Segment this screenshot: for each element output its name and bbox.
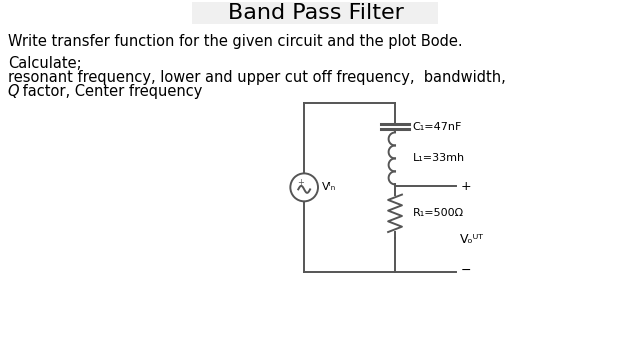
Text: L₁=33mh: L₁=33mh xyxy=(413,153,465,163)
Text: R₁=500Ω: R₁=500Ω xyxy=(413,208,464,218)
Text: Write transfer function for the given circuit and the plot Bode.: Write transfer function for the given ci… xyxy=(8,34,463,49)
FancyBboxPatch shape xyxy=(191,2,438,24)
Text: Q: Q xyxy=(8,84,19,99)
Text: Calculate;: Calculate; xyxy=(8,56,81,71)
Text: Vₒᵁᵀ: Vₒᵁᵀ xyxy=(460,233,484,246)
Text: +: + xyxy=(297,178,303,187)
Text: Band Pass Filter: Band Pass Filter xyxy=(228,3,404,23)
Text: resonant frequency, lower and upper cut off frequency,  bandwidth,: resonant frequency, lower and upper cut … xyxy=(8,69,506,85)
Text: C₁=47nF: C₁=47nF xyxy=(413,122,462,132)
Text: +: + xyxy=(460,180,471,193)
Text: Vᴵₙ: Vᴵₙ xyxy=(322,183,336,192)
Text: factor, Center frequency: factor, Center frequency xyxy=(18,84,202,99)
Text: −: − xyxy=(460,264,470,277)
